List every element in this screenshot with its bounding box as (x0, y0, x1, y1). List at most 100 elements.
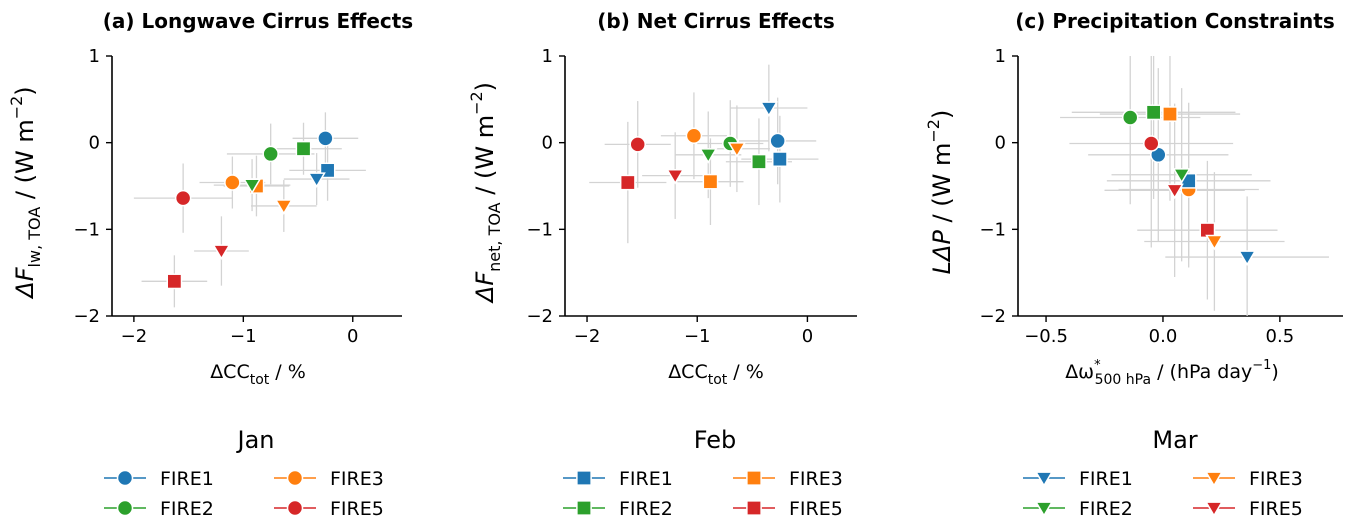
legend-mar: Mar FIRE1 FIRE3 FIRE2 FIRE5 (1023, 426, 1303, 520)
panel-title: (b) Net Cirrus Effects (597, 9, 835, 33)
point-fire5-mar (1165, 183, 1184, 200)
point-fire1-mar (307, 172, 326, 189)
y-axis-label: LΔP / (W m−2) (924, 110, 956, 275)
legend-marker (1204, 471, 1224, 487)
point-fire3-jan (685, 127, 703, 144)
point-fire2-mar (1172, 168, 1191, 184)
legend-marker (576, 470, 592, 486)
legend-entry-fire5: FIRE5 (733, 498, 843, 520)
x-tick-label: 0 (802, 326, 813, 347)
data-points (166, 130, 336, 290)
legend-marker (286, 469, 304, 487)
point-fire1-feb (771, 151, 788, 168)
legend-entry-fire5: FIRE5 (1193, 498, 1303, 520)
panel-title: (c) Precipitation Constraints (1015, 9, 1335, 33)
x-tick-label: −1 (684, 326, 711, 347)
y-tick-label: 0 (995, 133, 1006, 154)
y-tick-label: −2 (526, 306, 553, 327)
point-fire1-jan (769, 132, 786, 150)
y-tick-label: 0 (89, 133, 100, 154)
point-fire3-mar (1205, 234, 1224, 251)
point-fire2-jan (1121, 109, 1139, 126)
point-fire5-jan (174, 189, 192, 207)
legend-entry-fire1: FIRE1 (563, 468, 673, 490)
legend-label: FIRE2 (160, 498, 214, 520)
y-tick-label: −1 (979, 219, 1006, 240)
legend-entry-fire1: FIRE1 (104, 468, 214, 490)
legends-layer: Jan FIRE1 FIRE3 FIRE2 FIRE5 Feb FIRE1 FIRE3 FIRE… (104, 426, 1303, 520)
legend-entry-fire2: FIRE2 (563, 498, 673, 520)
y-tick-label: −2 (73, 306, 100, 327)
legend-entry-fire3: FIRE3 (274, 468, 384, 490)
legend-label: FIRE5 (789, 498, 843, 520)
legend-label: FIRE1 (619, 468, 673, 490)
legend-marker (1034, 501, 1054, 517)
legend-marker (1204, 501, 1224, 517)
x-tick-label: −1 (230, 326, 257, 347)
x-tick-label: −2 (121, 326, 148, 347)
legend-marker (116, 499, 134, 517)
legend-label: FIRE3 (330, 468, 384, 490)
legend-entry-fire3: FIRE3 (1193, 468, 1303, 490)
data-points (1121, 104, 1257, 267)
legend-marker (1034, 471, 1054, 487)
legend-entry-fire3: FIRE3 (733, 468, 843, 490)
point-fire5-jan (1143, 135, 1160, 152)
legend-entry-fire5: FIRE5 (274, 498, 384, 520)
legend-label: FIRE1 (1079, 468, 1133, 490)
y-tick-label: −2 (979, 306, 1006, 327)
legend-jan: Jan FIRE1 FIRE3 FIRE2 FIRE5 (104, 426, 384, 520)
point-fire5-feb (619, 174, 636, 191)
point-fire3-mar (274, 199, 293, 215)
point-fire2-mar (242, 178, 262, 195)
legend-marker (116, 469, 134, 487)
y-tick-label: −1 (526, 219, 553, 240)
legend-label: FIRE2 (1079, 498, 1133, 520)
y-axis-label: ΔFlw, TOA / (W m−2) (7, 86, 44, 299)
point-fire2-feb (751, 153, 767, 170)
legend-entry-fire2: FIRE2 (1023, 498, 1133, 520)
x-axis-label: ΔCCtot / % (210, 361, 306, 388)
x-tick-label: 0.0 (1149, 326, 1178, 347)
x-axis-label: Δω* 500 hPa / (hPa day−1) (1065, 358, 1279, 388)
legend-label: FIRE5 (1249, 498, 1303, 520)
legend-label: FIRE3 (789, 468, 843, 490)
legend-entry-fire1: FIRE1 (1023, 468, 1133, 490)
point-fire2-mar (699, 148, 718, 164)
legend-title: Jan (236, 426, 275, 454)
y-tick-label: 1 (89, 46, 100, 67)
panel-3: (c) Precipitation Constraints 1 0 −1 −2 −0.5 0… (924, 9, 1343, 388)
legend-title: Mar (1152, 426, 1197, 454)
legend-label: FIRE1 (160, 468, 214, 490)
point-fire2-feb (1145, 104, 1162, 121)
point-fire3-mar (727, 142, 747, 158)
legend-marker (286, 499, 304, 517)
x-axis-label: ΔCCtot / % (668, 361, 764, 388)
legend-title: Feb (694, 426, 737, 454)
point-fire5-mar (212, 244, 231, 260)
legend-feb: Feb FIRE1 FIRE3 FIRE2 FIRE5 (563, 426, 843, 520)
point-fire3-feb (702, 173, 719, 190)
legend-marker (746, 500, 762, 516)
point-fire3-jan (224, 174, 241, 191)
x-tick-label: 0 (347, 326, 358, 347)
x-tick-label: −2 (574, 326, 601, 347)
point-fire5-jan (629, 136, 646, 153)
panel-2: (b) Net Cirrus Effects 1 0 −1 −2 −2 −1 0 ΔCCtot … (467, 9, 857, 388)
point-fire2-jan (262, 145, 279, 163)
x-tick-label: −0.5 (1024, 326, 1068, 347)
panel-title: (a) Longwave Cirrus Effects (103, 9, 413, 33)
point-fire1-jan (317, 130, 334, 147)
legend-marker (576, 500, 592, 516)
legend-entry-fire2: FIRE2 (104, 498, 214, 520)
y-tick-label: 1 (995, 46, 1006, 67)
y-axis-label: ΔFnet, TOA / (W m−2) (467, 82, 504, 304)
legend-label: FIRE5 (330, 498, 384, 520)
point-fire1-mar (759, 101, 779, 117)
legend-marker (746, 470, 762, 486)
legend-label: FIRE2 (619, 498, 673, 520)
data-points (619, 101, 788, 191)
